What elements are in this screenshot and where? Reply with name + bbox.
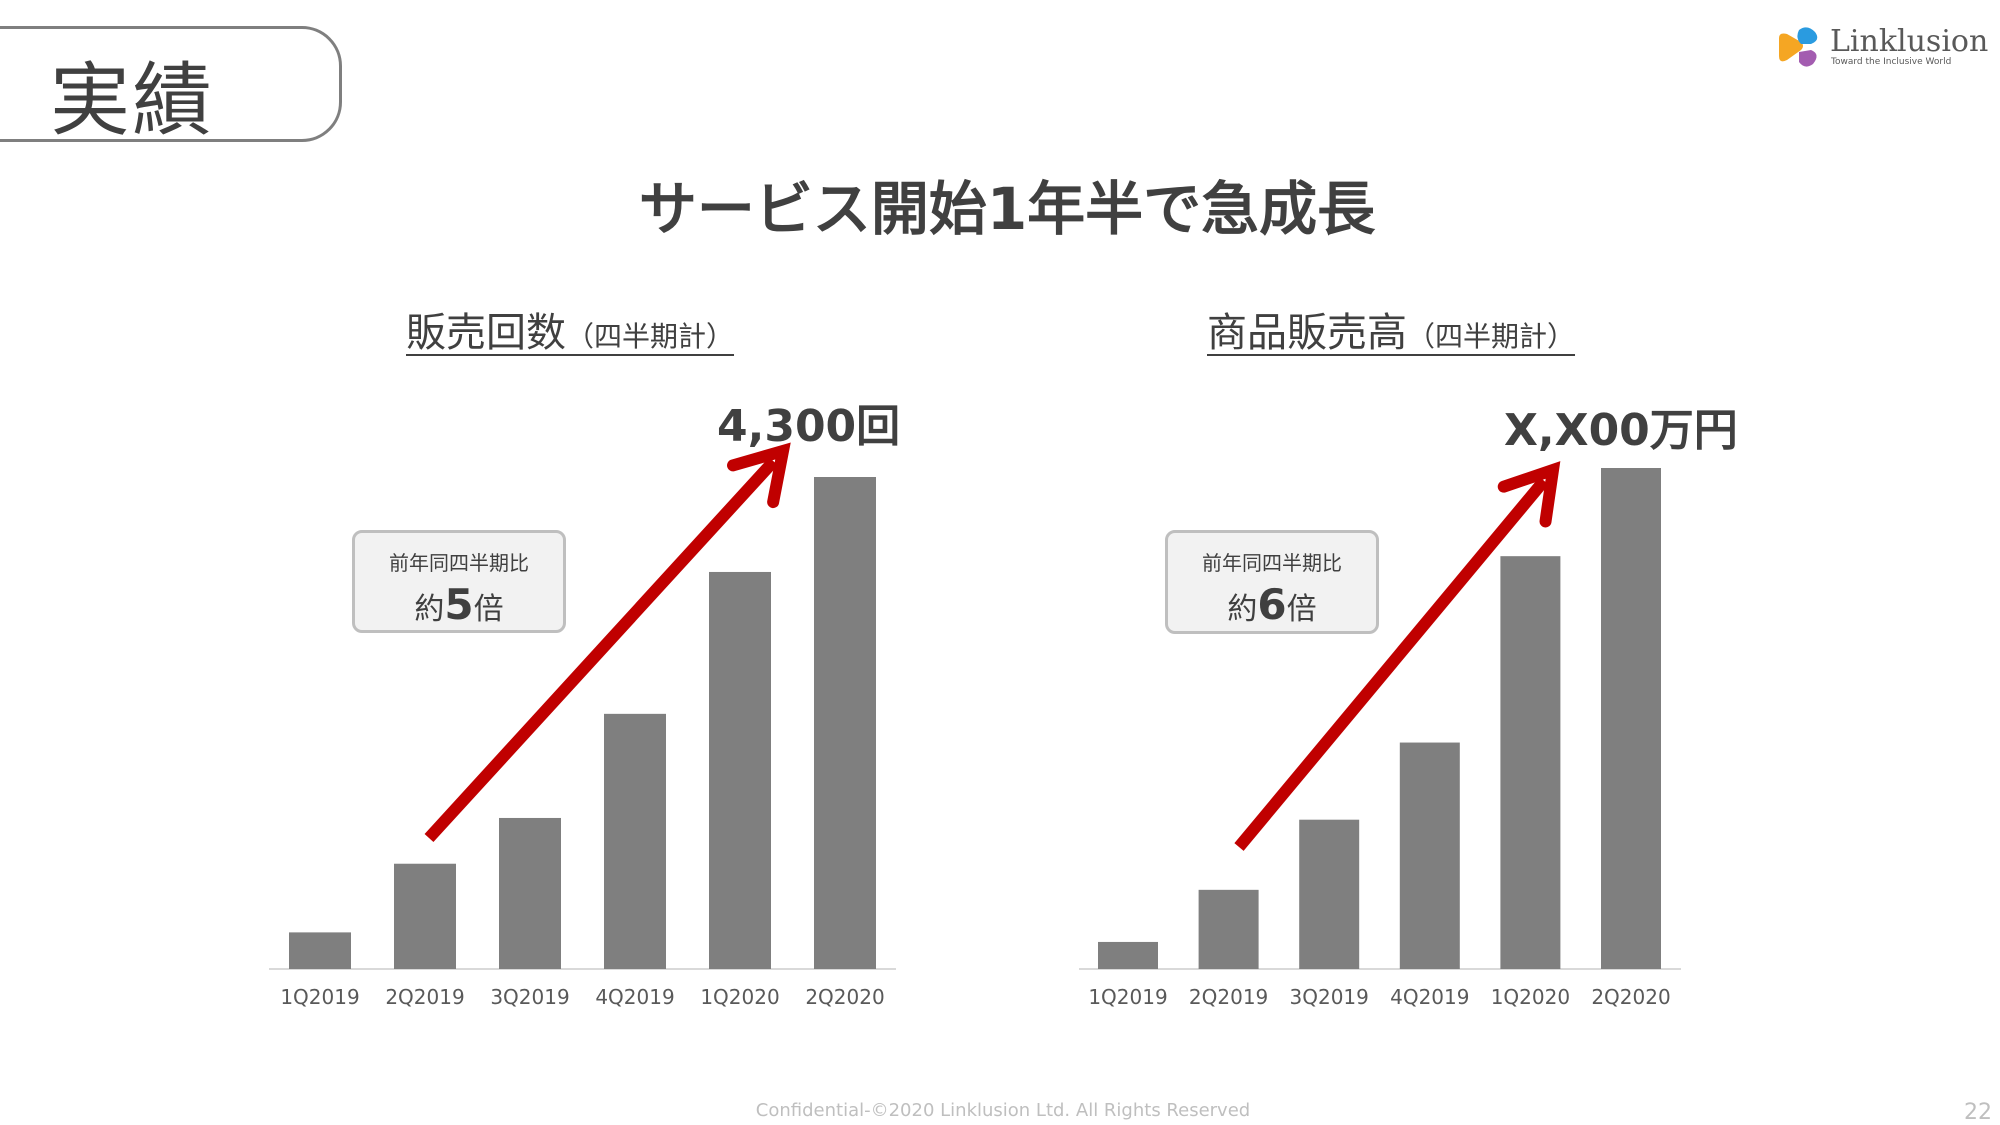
callout-prefix: 約 — [414, 592, 445, 627]
chart-title-suffix: （四半期計） — [1407, 320, 1576, 353]
x-tick-label: 1Q2019 — [1088, 985, 1167, 1009]
x-tick-label: 1Q2019 — [280, 985, 359, 1009]
callout-caption: 前年同四半期比 — [1202, 551, 1342, 575]
logo-name: Linklusion — [1830, 24, 1989, 59]
x-tick-label: 2Q2020 — [805, 985, 884, 1009]
bar-2Q2020 — [1601, 468, 1661, 969]
x-tick-label: 2Q2019 — [385, 985, 464, 1009]
x-tick-label: 2Q2019 — [1189, 985, 1268, 1009]
callout-number: 5 — [444, 580, 474, 629]
callout-suffix: 倍 — [473, 592, 504, 627]
x-tick-label: 3Q2019 — [490, 985, 569, 1009]
bar-1Q2019 — [289, 932, 351, 969]
linklusion-logo — [1777, 26, 1977, 72]
bar-1Q2020 — [709, 571, 771, 969]
logo-tagline: Toward the Inclusive World — [1831, 57, 1952, 67]
latest-value-label: 4,300回 — [717, 401, 901, 452]
bar-2Q2020 — [814, 477, 876, 969]
x-tick-label: 1Q2020 — [700, 985, 779, 1009]
callout-caption: 前年同四半期比 — [389, 551, 529, 575]
chart-title-main: 販売回数 — [406, 310, 566, 356]
page-number: 22 — [1964, 1100, 1992, 1125]
callout-ratio: 約5倍 — [355, 580, 563, 629]
bar-4Q2019 — [1399, 742, 1460, 969]
growth-arrow-shaft — [1234, 476, 1549, 851]
yoy-callout: 前年同四半期比 約6倍 — [1165, 530, 1379, 634]
callout-ratio: 約6倍 — [1168, 580, 1376, 629]
growth-arrow-head — [727, 442, 791, 509]
chart-title-suffix: （四半期計） — [566, 320, 735, 353]
bar-2Q2019 — [394, 863, 456, 969]
section-title-box — [0, 26, 342, 142]
latest-value-label: X,X00万円 — [1504, 405, 1738, 456]
yoy-callout: 前年同四半期比 約5倍 — [352, 530, 566, 633]
bar-3Q2019 — [499, 817, 561, 969]
bar-1Q2020 — [1500, 556, 1561, 969]
bar-2Q2019 — [1198, 889, 1259, 969]
chart-title-sales-amount: 商品販売高（四半期計） — [1207, 300, 1575, 358]
bar-3Q2019 — [1299, 819, 1360, 969]
logo-mark-icon — [1779, 27, 1818, 67]
callout-number: 6 — [1257, 580, 1287, 629]
footer-copyright: Confidential-©2020 Linklusion Ltd. All R… — [755, 1100, 1251, 1121]
x-tick-label: 3Q2019 — [1290, 985, 1369, 1009]
callout-suffix: 倍 — [1286, 592, 1317, 627]
bar-1Q2019 — [1098, 941, 1158, 969]
x-tick-label: 1Q2020 — [1491, 985, 1570, 1009]
chart-title-main: 商品販売高 — [1207, 310, 1407, 356]
section-title: 実績 — [50, 54, 214, 147]
bar-4Q2019 — [604, 713, 666, 969]
chart-title-sales-count: 販売回数（四半期計） — [406, 300, 734, 358]
x-tick-label: 2Q2020 — [1591, 985, 1670, 1009]
x-tick-label: 4Q2019 — [595, 985, 674, 1009]
growth-arrow-shaft — [424, 457, 778, 843]
headline: サービス開始1年半で急成長 — [638, 175, 1376, 243]
growth-arrow-head — [1497, 461, 1561, 528]
callout-prefix: 約 — [1227, 592, 1258, 627]
x-tick-label: 4Q2019 — [1390, 985, 1469, 1009]
